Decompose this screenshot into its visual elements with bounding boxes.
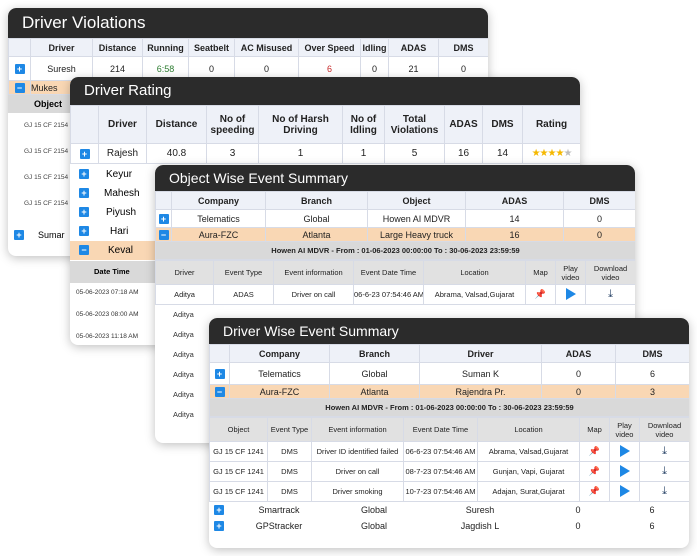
- map-pin-icon[interactable]: 📌: [588, 486, 601, 496]
- object-summary-title: Object Wise Event Summary: [155, 165, 635, 191]
- driver-violations-title: Driver Violations: [8, 8, 488, 38]
- play-icon[interactable]: [619, 484, 630, 497]
- table-row: Aditya ADAS Driver on call 06-6-23 07:54…: [155, 284, 635, 305]
- download-icon[interactable]: ⤓: [662, 465, 667, 477]
- plus-icon[interactable]: +: [79, 148, 90, 159]
- list-item: Aditya: [173, 310, 194, 319]
- download-icon[interactable]: ⤓: [662, 485, 667, 497]
- object-events-table: Driver Event Type Event information Even…: [155, 260, 635, 305]
- table-row: GJ 15 CF 1241 DMS Driver ID identified f…: [209, 441, 689, 462]
- play-icon[interactable]: [619, 444, 630, 457]
- download-icon[interactable]: ⤓: [662, 445, 667, 457]
- table-row: GJ 15 CF 1241 DMS Driver on call 08-7-23…: [209, 461, 689, 482]
- star-icon: ★★★★★: [531, 148, 573, 159]
- minus-icon[interactable]: −: [14, 82, 25, 93]
- driver-summary-title: Driver Wise Event Summary: [209, 318, 689, 344]
- table-row: + Smartrack Global Suresh 0 6: [209, 502, 689, 518]
- driver-rating-title: Driver Rating: [70, 77, 580, 105]
- expand-button[interactable]: +: [8, 56, 31, 81]
- list-item-selected: − Keval: [70, 241, 160, 260]
- plus-icon[interactable]: +: [14, 63, 25, 74]
- driver-summary-card: Driver Wise Event Summary Company Branch…: [209, 318, 689, 548]
- plus-icon[interactable]: +: [79, 188, 89, 198]
- list-item: Aditya: [173, 350, 194, 359]
- col-seatbelt: Seatbelt: [188, 38, 235, 57]
- play-icon[interactable]: [619, 464, 630, 477]
- col-over-speed: Over Speed: [298, 38, 361, 57]
- col-ac-misused: AC Misused: [234, 38, 299, 57]
- last-driver-row: + Sumar: [14, 230, 65, 240]
- rating-table: Driver Distance No of speeding No of Har…: [70, 105, 580, 164]
- plus-icon[interactable]: +: [79, 169, 89, 179]
- plus-icon[interactable]: +: [79, 226, 89, 236]
- table-row: + GPStracker Global Jagdish L 0 6: [209, 518, 689, 534]
- minus-icon[interactable]: −: [214, 386, 225, 397]
- table-row-selected: − Aura-FZC Atlanta Rajendra Pr. 0 3: [209, 384, 689, 399]
- sub-header: Date Time: [70, 261, 160, 283]
- list-item: 05-06-2023 07:18 AM: [76, 289, 139, 296]
- col-distance: Distance: [92, 38, 143, 57]
- plus-icon[interactable]: +: [214, 368, 225, 379]
- map-pin-icon[interactable]: 📌: [588, 446, 601, 456]
- list-item: + Hari: [70, 222, 160, 241]
- list-item: Aditya: [173, 330, 194, 339]
- table-row-selected: − Aura-FZC Atlanta Large Heavy truck 16 …: [155, 227, 635, 242]
- minus-icon[interactable]: −: [158, 229, 169, 240]
- star-rating: ★★★★★: [522, 143, 580, 164]
- violations-table: Driver Distance Running Seatbelt AC Misu…: [8, 38, 488, 95]
- driver-events-table: Object Event Type Event information Even…: [209, 417, 689, 502]
- table-row: + Telematics Global Howen AI MDVR 14 0: [155, 209, 635, 228]
- plus-icon[interactable]: +: [14, 230, 24, 240]
- minus-icon[interactable]: −: [79, 245, 89, 255]
- col-running: Running: [142, 38, 189, 57]
- list-item: GJ 15 CF 2154: [24, 174, 69, 181]
- plus-icon[interactable]: +: [214, 505, 224, 515]
- driver-summary-more: + Smartrack Global Suresh 0 6 + GPStrack…: [209, 502, 689, 534]
- list-item: 05-06-2023 11:18 AM: [76, 333, 139, 340]
- collapse-button[interactable]: −: [8, 80, 31, 95]
- object-summary-table: Company Branch Object ADAS DMS + Telemat…: [155, 191, 635, 260]
- list-item: + Keyur: [70, 165, 160, 184]
- plus-icon[interactable]: +: [214, 521, 224, 531]
- list-item: Aditya: [173, 410, 194, 419]
- list-item: + Mahesh: [70, 184, 160, 203]
- list-item: GJ 15 CF 2154: [24, 122, 69, 129]
- col-adas: ADAS: [388, 38, 439, 57]
- list-item: GJ 15 CF 2154: [24, 148, 69, 155]
- plus-icon[interactable]: +: [158, 213, 169, 224]
- list-item: Aditya: [173, 370, 194, 379]
- rating-driver-list: + Keyur + Mahesh + Piyush + Hari − Keval: [70, 165, 160, 260]
- col-driver: Driver: [30, 38, 93, 57]
- table-row: + Rajesh 40.8 3 1 1 5 16 14 ★★★★★: [70, 143, 580, 164]
- list-item: Aditya: [173, 390, 194, 399]
- download-icon[interactable]: ⤓: [608, 288, 613, 300]
- map-pin-icon[interactable]: 📌: [588, 466, 601, 476]
- map-pin-icon[interactable]: 📌: [534, 289, 547, 299]
- col-idling: Idling: [360, 38, 389, 57]
- date-range-label: Howen AI MDVR - From : 01-06-2023 00:00:…: [155, 241, 635, 260]
- table-row: + Telematics Global Suman K 0 6: [209, 362, 689, 385]
- list-item: + Piyush: [70, 203, 160, 222]
- driver-summary-table: Company Branch Driver ADAS DMS + Telemat…: [209, 344, 689, 417]
- col-dms: DMS: [438, 38, 488, 57]
- play-icon[interactable]: [565, 287, 576, 300]
- list-item: 05-06-2023 08:00 AM: [76, 311, 139, 318]
- plus-icon[interactable]: +: [79, 207, 89, 217]
- list-item: GJ 15 CF 2154: [24, 200, 69, 207]
- table-row: + Suresh 214 6:58 0 0 6 0 21 0: [8, 56, 488, 81]
- table-row: GJ 15 CF 1241 DMS Driver smoking 10-7-23…: [209, 481, 689, 502]
- date-range-label: Howen AI MDVR - From : 01-06-2023 00:00:…: [209, 398, 689, 417]
